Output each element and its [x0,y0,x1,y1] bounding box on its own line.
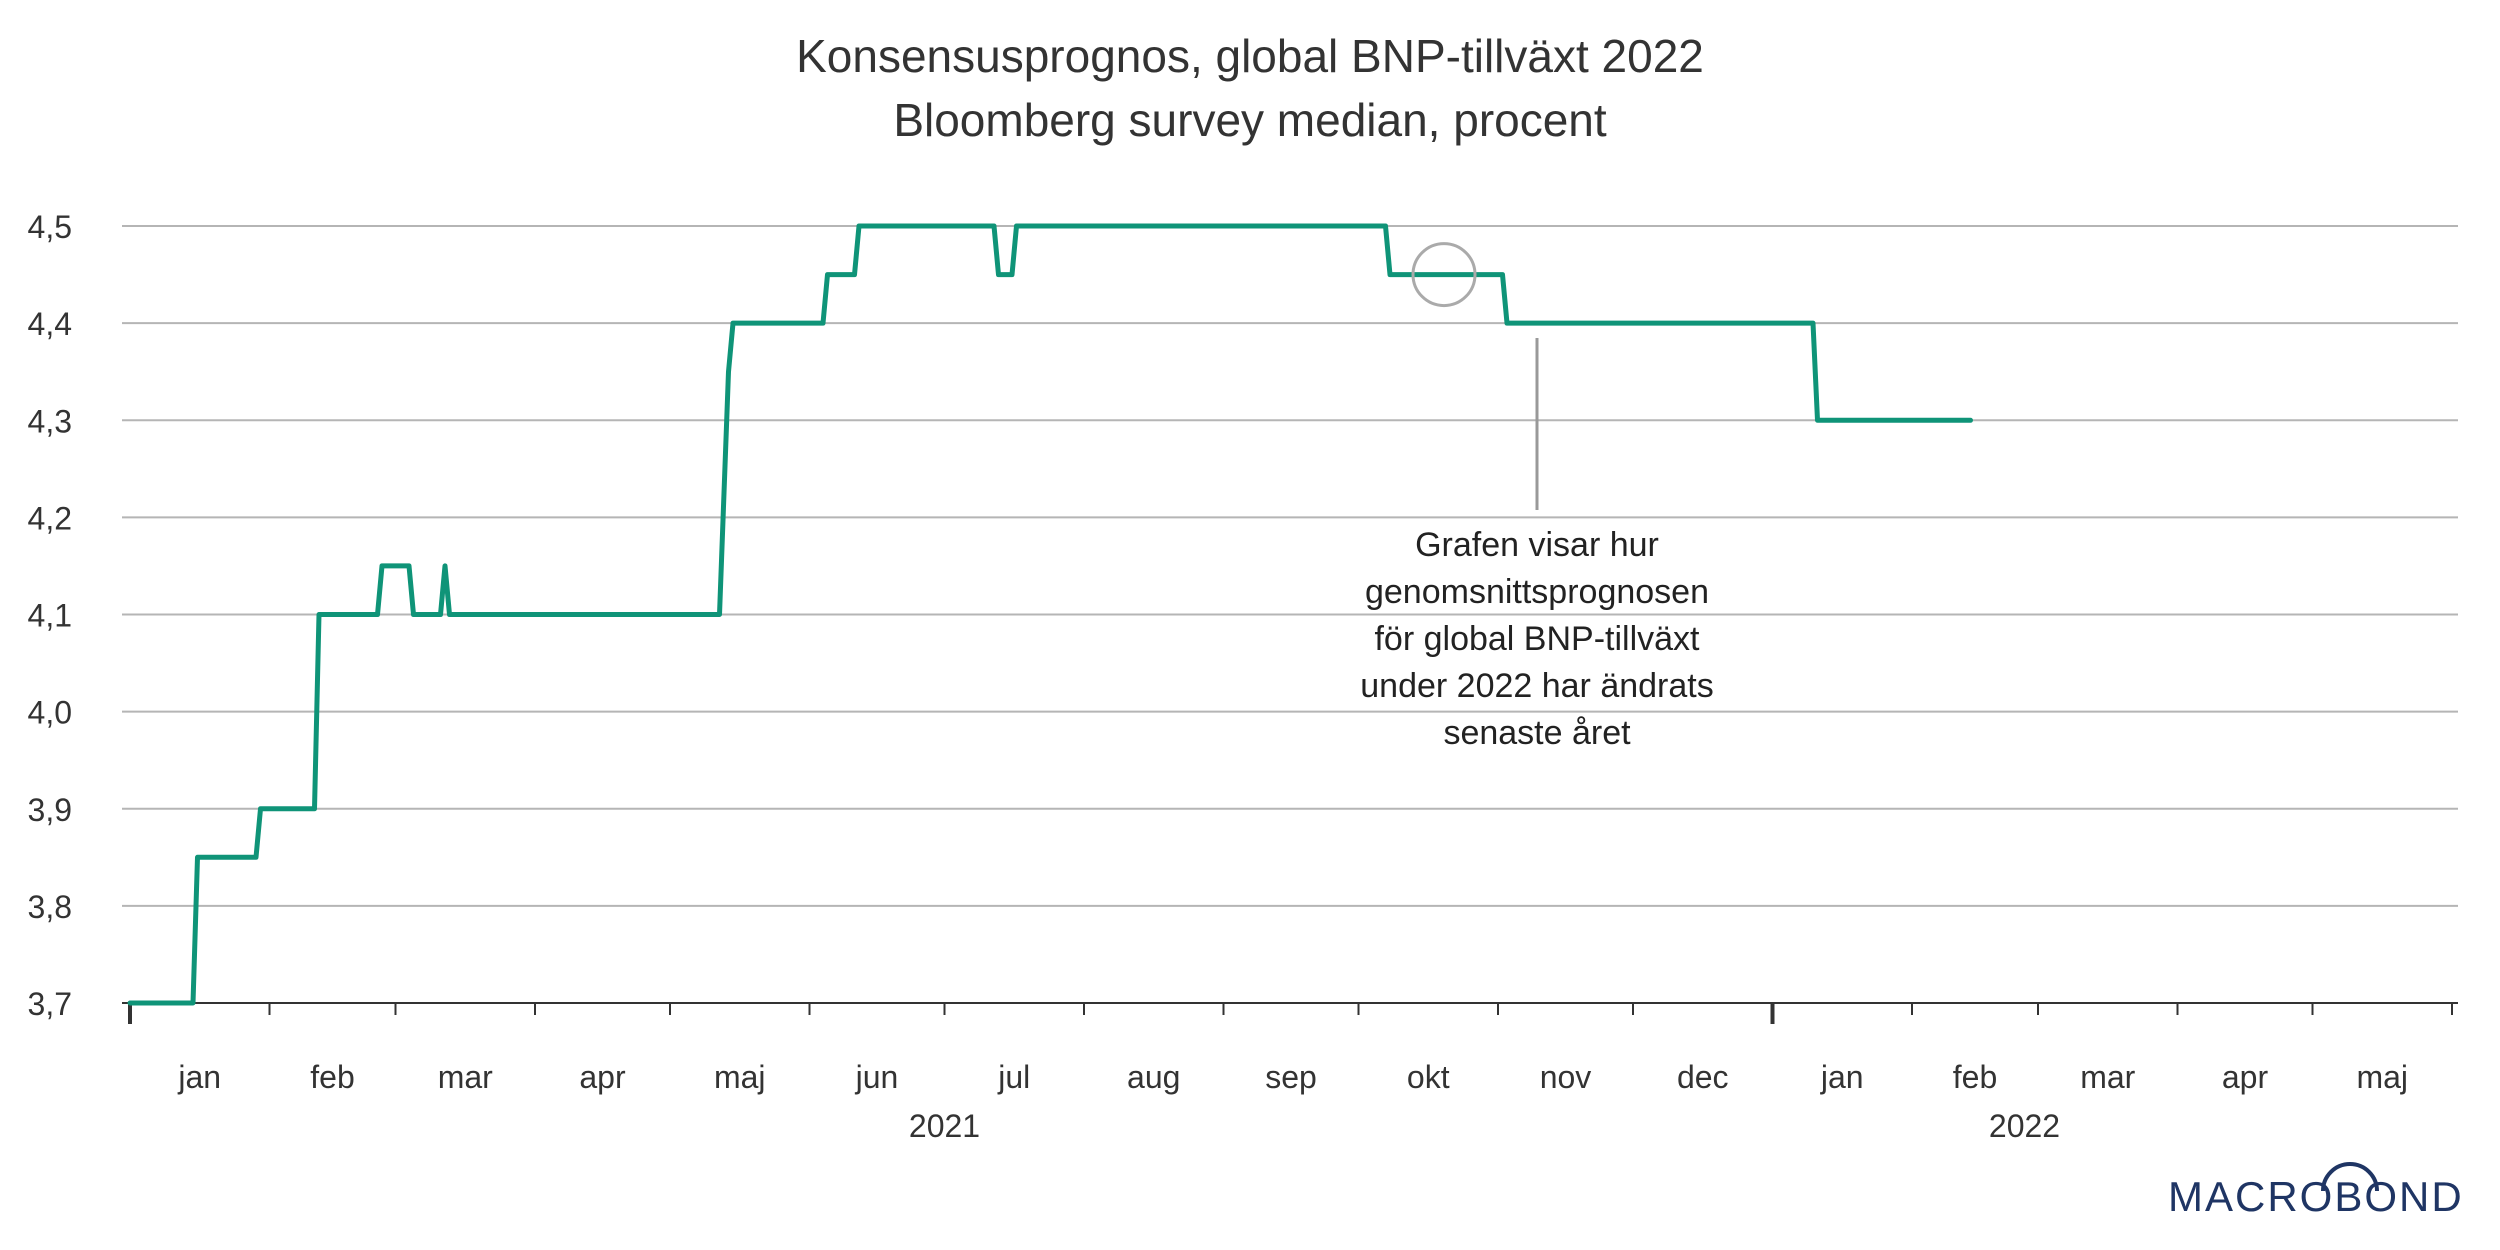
year-label: 2022 [1989,1108,2060,1144]
x-tick-label: sep [1265,1059,1317,1095]
y-tick-label: 3,9 [28,792,72,828]
x-tick-label: okt [1407,1059,1450,1095]
annotation-line: Grafen visar hur [1415,526,1659,564]
logo-text: MACROBOND [2168,1173,2464,1220]
y-tick-label: 4,5 [28,209,72,245]
y-axis-tick-labels: 4,5 4,4 4,3 4,2 4,1 4,0 3,9 3,8 3,7 [28,209,72,1022]
chart-title: Konsensusprognos, global BNP-tillväxt 20… [796,30,1704,82]
x-tick-label: maj [2356,1059,2408,1095]
annotation: Grafen visar hur genomsnittsprognosen för … [1360,242,1714,752]
x-axis-year-labels: 2021 2022 [909,1108,2060,1144]
y-tick-label: 4,0 [28,695,72,731]
x-axis-month-labels: jan feb mar apr maj jun jul aug sep okt nov dec jan f… [177,1059,2408,1095]
y-tick-label: 4,1 [28,598,72,634]
annotation-text: Grafen visar hur genomsnittsprognosen för … [1360,526,1713,752]
x-tick-label: jun [855,1059,899,1095]
macrobond-logo: MACROBOND [2168,1162,2464,1220]
x-tick-label: dec [1677,1059,1729,1095]
x-tick-label: apr [579,1059,626,1095]
y-tick-label: 3,8 [28,889,72,925]
x-tick-label: jan [177,1059,221,1095]
x-tick-label: mar [438,1059,493,1095]
x-tick-label: aug [1127,1059,1180,1095]
x-tick-label: jul [997,1059,1030,1095]
annotation-line: genomsnittsprognosen [1365,573,1709,611]
y-tick-label: 3,7 [28,986,72,1022]
annotation-line: för global BNP-tillväxt [1374,620,1700,658]
x-tick-label: mar [2080,1059,2135,1095]
y-tick-label: 4,4 [28,306,72,342]
x-tick-label: feb [1953,1059,1997,1095]
series-line [127,223,1973,1006]
annotation-line: under 2022 har ändrats [1360,667,1713,705]
x-tick-label: feb [310,1059,354,1095]
x-tick-label: maj [714,1059,766,1095]
y-tick-label: 4,2 [28,500,72,536]
x-axis-ticks [128,1003,2453,1024]
y-tick-label: 4,3 [28,403,72,439]
x-tick-label: jan [1820,1059,1864,1095]
x-tick-label: apr [2222,1059,2269,1095]
logo-arc-icon [2321,1162,2379,1192]
x-tick-label: nov [1540,1059,1592,1095]
annotation-line: senaste året [1443,714,1631,752]
gridlines [122,225,2458,907]
annotation-circle [1411,242,1477,308]
year-label: 2021 [909,1108,980,1144]
chart-subtitle: Bloomberg survey median, procent [893,94,1607,146]
